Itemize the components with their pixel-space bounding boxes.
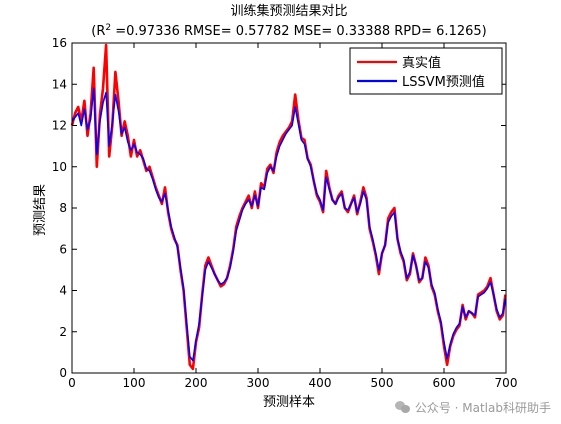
x-tick-label: 300 — [247, 376, 270, 390]
x-axis-label: 预测样本 — [263, 395, 315, 410]
x-tick-label: 700 — [495, 376, 518, 390]
wechat-icon — [394, 401, 411, 414]
watermark: 公众号 · Matlab科研助手 — [394, 399, 551, 416]
y-tick-label: 2 — [59, 325, 67, 339]
series-line-pred — [71, 87, 507, 362]
x-tick-label: 100 — [123, 376, 146, 390]
chart-subtitle: (R2 =0.97336 RMSE= 0.57782 MSE= 0.33388 … — [91, 23, 486, 39]
y-tick-label: 10 — [52, 160, 67, 174]
y-axis: 0 2 4 6 8 10 12 14 16 — [52, 36, 506, 380]
subtitle-prefix: (R — [91, 24, 105, 39]
y-axis-label: 预测结果 — [33, 184, 48, 236]
plot-background — [72, 43, 506, 373]
chart-title: 训练集预测结果对比 — [230, 3, 347, 19]
subtitle-metrics: =0.97336 RMSE= 0.57782 MSE= 0.33388 RPD=… — [111, 24, 487, 39]
legend-label-true: 真实值 — [402, 55, 441, 71]
subtitle-superscript: 2 — [105, 23, 111, 33]
legend-label-pred: LSSVM预测值 — [402, 74, 485, 90]
x-tick-label: 400 — [309, 376, 332, 390]
y-tick-label: 12 — [52, 119, 67, 133]
y-tick-label: 0 — [59, 366, 67, 380]
x-tick-label: 600 — [433, 376, 456, 390]
watermark-text: 公众号 · Matlab科研助手 — [414, 401, 551, 415]
x-tick-label: 500 — [371, 376, 394, 390]
y-tick-label: 8 — [59, 201, 67, 215]
legend: 真实值 LSSVM预测值 — [349, 47, 503, 95]
x-tick-label: 0 — [68, 376, 76, 390]
y-tick-label: 16 — [52, 36, 67, 50]
y-tick-label: 14 — [52, 77, 67, 91]
legend-box — [349, 47, 503, 95]
x-tick-label: 200 — [185, 376, 208, 390]
y-tick-label: 6 — [59, 242, 67, 256]
plot-area — [70, 42, 507, 374]
x-axis: 0 100 200 300 400 500 600 700 — [68, 43, 517, 390]
y-tick-label: 4 — [59, 284, 67, 298]
